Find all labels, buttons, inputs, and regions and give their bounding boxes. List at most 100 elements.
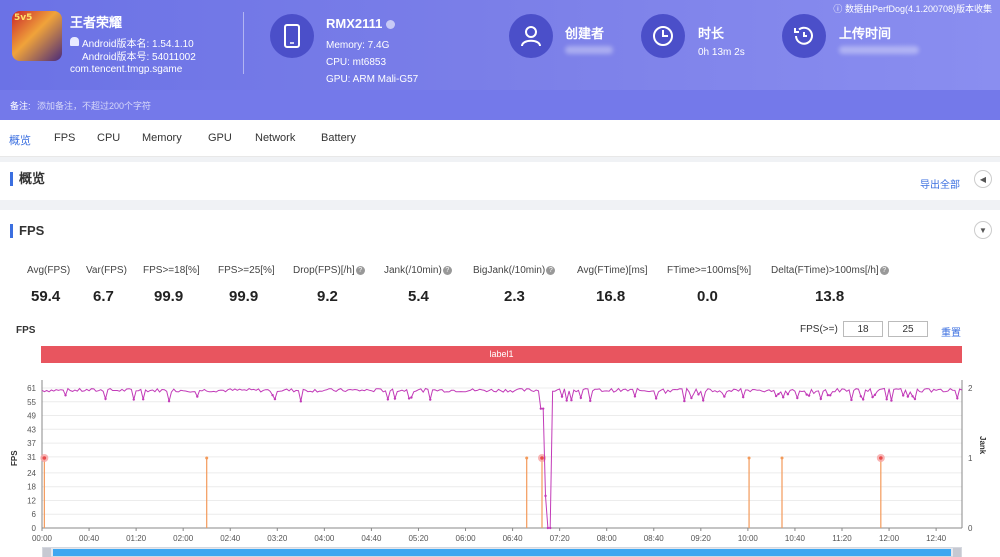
fps-threshold-input-2[interactable]	[888, 321, 928, 337]
app-name: 王者荣耀	[70, 15, 123, 30]
creator-title: 创建者	[565, 26, 605, 41]
fps-point	[141, 398, 145, 401]
fps-point	[410, 396, 413, 399]
fps-point	[850, 398, 853, 402]
help-icon[interactable]: ?	[546, 265, 556, 275]
duration-title: 时长	[698, 26, 725, 41]
fps-point	[774, 394, 778, 398]
remark-placeholder[interactable]: 添加备注，不超过200个字符	[37, 101, 152, 111]
x-tick-label: 06:00	[456, 534, 477, 543]
device-info-icon[interactable]	[386, 20, 396, 30]
fps-point	[64, 394, 67, 397]
fps-point	[906, 395, 910, 398]
metric-label: FTime>=100ms[%]	[667, 265, 752, 276]
scroll-thumb[interactable]	[53, 549, 951, 556]
tab-network[interactable]: Network	[255, 132, 296, 144]
collapse-down-icon[interactable]: ▼	[974, 221, 992, 239]
fps-point	[104, 397, 107, 401]
tab-battery[interactable]: Battery	[321, 132, 356, 144]
reset-link[interactable]: 重置	[941, 328, 961, 339]
help-icon[interactable]: ?	[879, 265, 889, 275]
big-jank-point	[42, 456, 47, 460]
fps-point	[407, 397, 411, 400]
x-tick-label: 04:40	[361, 534, 382, 543]
tab-memory[interactable]: Memory	[142, 132, 182, 144]
label-bar[interactable]: label1	[41, 346, 962, 363]
export-all-link[interactable]: 导出全部	[920, 180, 960, 191]
y-tick-label: 61	[27, 384, 36, 393]
tab-fps[interactable]: FPS	[54, 132, 76, 144]
x-tick-label: 11:20	[832, 534, 852, 543]
jank-point	[747, 456, 751, 460]
app-version-code: Android版本号: 54011002	[82, 52, 196, 63]
fps-point	[549, 526, 552, 530]
fps-point	[633, 395, 637, 398]
metric-value: 6.7	[93, 288, 114, 305]
x-tick-label: 08:00	[597, 534, 618, 543]
x-tick-label: 08:40	[644, 534, 665, 543]
tab-gpu[interactable]: GPU	[208, 132, 232, 144]
x-tick-label: 12:00	[879, 534, 900, 543]
tab-cpu[interactable]: CPU	[97, 132, 121, 144]
fps-threshold-input-1[interactable]	[843, 321, 883, 337]
fps-point	[829, 394, 832, 397]
metric-label: FPS>=18[%]	[143, 265, 200, 276]
upload-value-blurred	[839, 46, 919, 54]
jank-point	[780, 456, 784, 460]
y2-tick-label: 2	[968, 384, 973, 393]
y-tick-label: 49	[27, 412, 36, 421]
source-note-text: 数据由PerfDog(4.1.200708)版本收集	[844, 4, 992, 14]
fps-point	[697, 393, 700, 396]
fps-point	[429, 398, 432, 401]
fps-point	[861, 398, 865, 401]
x-tick-label: 00:40	[79, 534, 100, 543]
fps-point	[826, 393, 830, 397]
clock-icon	[641, 14, 685, 58]
header-divider	[243, 12, 244, 74]
scroll-handle-right[interactable]	[953, 548, 961, 557]
fps-point	[890, 399, 893, 402]
fps-point	[299, 400, 303, 403]
y-tick-label: 37	[27, 439, 36, 448]
fps-point	[796, 396, 799, 400]
remark-bar[interactable]: 备注: 添加备注，不超过200个字符	[0, 90, 1000, 120]
y-tick-label: 12	[27, 496, 36, 505]
help-icon[interactable]: ?	[355, 265, 365, 275]
x-tick-label: 02:00	[173, 534, 194, 543]
app-version-name: Android版本名: 1.54.1.10	[82, 39, 194, 50]
app-icon: 5v5	[12, 11, 62, 61]
report-header: 5v5 王者荣耀 Android版本名: 1.54.1.10 Android版本…	[0, 0, 1000, 120]
device-name-text: RMX2111	[326, 16, 383, 31]
y-tick-label: 0	[32, 524, 37, 533]
y-tick-label: 55	[27, 398, 36, 407]
collapse-left-icon[interactable]: ◀	[974, 170, 992, 188]
user-icon	[509, 14, 553, 58]
fps-point	[859, 395, 863, 398]
big-jank-point	[540, 456, 544, 460]
scroll-handle-left[interactable]	[43, 548, 51, 557]
fps-threshold-label: FPS(>=)	[800, 324, 838, 335]
duration-value: 0h 13m 2s	[698, 47, 745, 58]
y2-tick-label: 0	[968, 524, 973, 533]
metric-label: Avg(FTime)[ms]	[577, 265, 648, 276]
fps-point	[541, 407, 545, 410]
y-tick-label: 18	[27, 483, 36, 492]
metric-label: Var(FPS)	[86, 265, 127, 276]
tab-overview[interactable]: 概览	[9, 135, 31, 147]
fps-point	[565, 399, 568, 402]
help-icon[interactable]: ?	[442, 265, 452, 275]
metric-label: FPS>=25[%]	[218, 265, 275, 276]
app-package: com.tencent.tmgp.sgame	[70, 64, 183, 75]
fps-point	[901, 394, 905, 397]
x-tick-label: 01:20	[126, 534, 147, 543]
fps-point	[654, 397, 658, 400]
metric-label: Avg(FPS)	[27, 265, 71, 276]
big-jank-point	[879, 456, 883, 460]
metric-label: BigJank(/10min)?	[473, 265, 556, 276]
metric-label-text: Drop(FPS)[/h]	[293, 265, 355, 276]
fps-point	[683, 399, 686, 403]
y-tick-label: 24	[27, 469, 36, 478]
time-scrollbar[interactable]	[42, 547, 962, 557]
fps-point	[690, 396, 693, 400]
